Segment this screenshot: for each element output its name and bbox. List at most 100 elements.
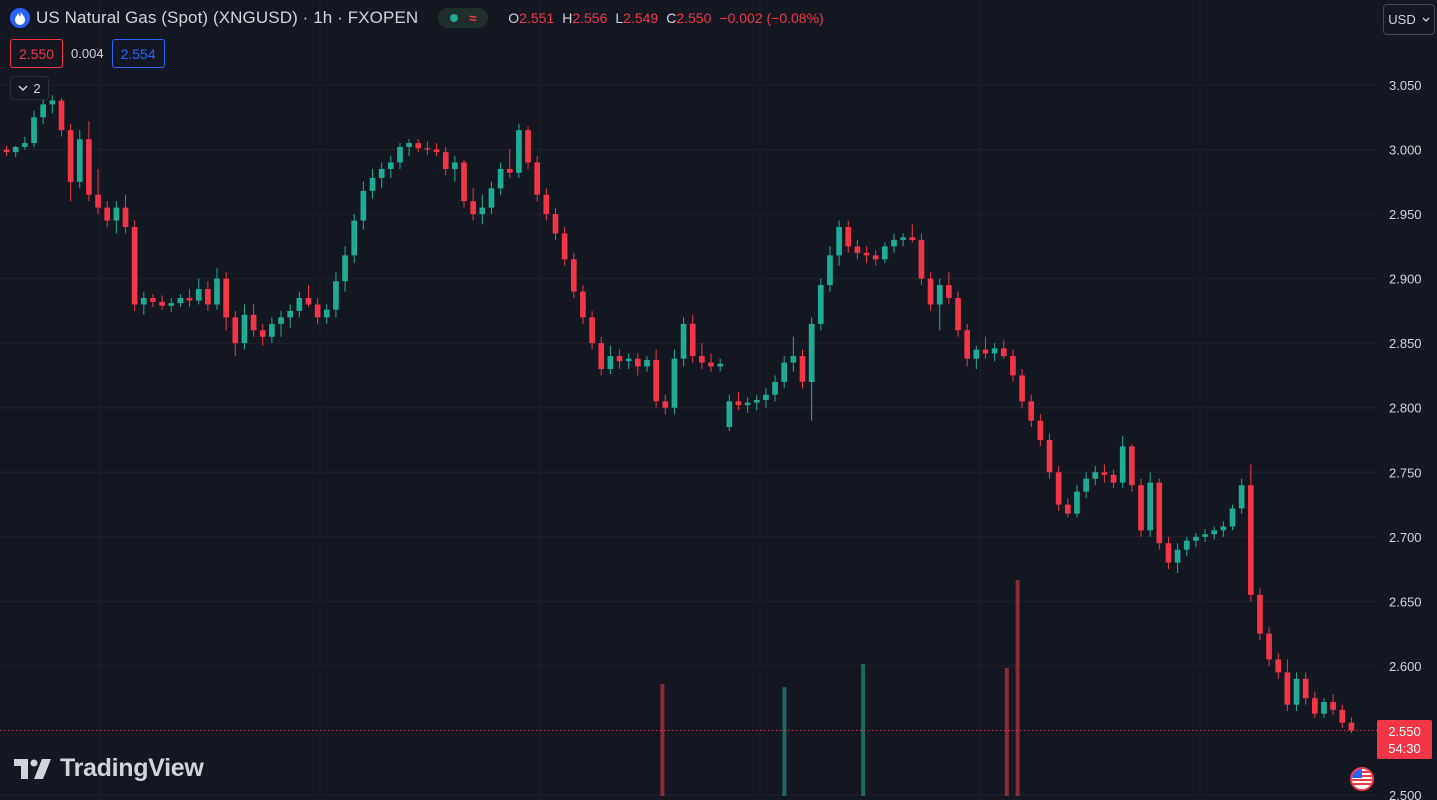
candle-body	[488, 188, 495, 208]
candle-body	[598, 343, 605, 369]
ohlc-change: −0.002 (−0.08%)	[719, 10, 824, 26]
candle-body	[159, 301, 165, 306]
indicators-collapse-button[interactable]: 2	[10, 76, 49, 100]
candle-body	[86, 139, 92, 195]
candle-body	[699, 356, 705, 363]
candle-body	[296, 298, 303, 311]
candle-body	[287, 310, 294, 318]
price-axis-tick: 2.950	[1389, 207, 1422, 222]
price-axis-tick: 2.700	[1389, 530, 1422, 545]
price-axis: 3.050 3.000 2.950 2.900 2.850 2.800 2.750 2.700…	[1389, 78, 1422, 800]
ohlc-values: O 2.551 H 2.556 L 2.549 C 2.550 −0.002 (−0.0…	[508, 10, 823, 26]
volume-bar	[782, 687, 787, 796]
candle-body	[808, 323, 815, 382]
candle-body	[95, 194, 101, 208]
candle-body	[616, 356, 623, 362]
candle-body	[351, 220, 358, 256]
currency-label: USD	[1388, 12, 1416, 27]
candle-body	[22, 143, 28, 147]
candle-body	[973, 349, 980, 359]
candle-body	[1275, 659, 1282, 673]
candle-body	[1000, 348, 1007, 357]
candle-body	[131, 227, 138, 305]
candle-body	[1165, 543, 1172, 563]
candle-body	[1330, 702, 1336, 710]
candle-body	[891, 239, 897, 247]
candle-body	[1101, 472, 1108, 475]
candle-body	[1284, 672, 1291, 705]
candles	[3, 95, 1355, 734]
candle-body	[1037, 420, 1044, 440]
price-axis-tick: 2.850	[1389, 336, 1422, 351]
currency-selector[interactable]: USD	[1383, 4, 1435, 35]
ohlc-close-value: 2.550	[676, 10, 712, 26]
candle-body	[1339, 709, 1346, 723]
candle-body	[470, 201, 476, 215]
price-axis-tick: 2.650	[1389, 594, 1422, 609]
candle-body	[570, 259, 577, 292]
candle-body	[744, 402, 751, 406]
candle-body	[1247, 485, 1254, 595]
candle-body	[927, 278, 934, 305]
current-price-value: 2.550	[1388, 723, 1421, 739]
candle-body	[1311, 698, 1318, 714]
candle-body	[854, 246, 861, 253]
volume-bars	[660, 580, 1020, 796]
candle-body	[1202, 534, 1208, 537]
candle-body	[845, 227, 852, 247]
candle-body	[543, 194, 550, 215]
candle-body	[452, 162, 458, 169]
candle-body	[900, 237, 906, 240]
candle-body	[369, 177, 376, 191]
candle-body	[708, 362, 714, 367]
flame-icon[interactable]	[10, 8, 30, 28]
tradingview-logo[interactable]: TradingView	[14, 754, 204, 783]
volume-bar	[660, 684, 665, 796]
sell-button[interactable]: 2.550	[10, 39, 64, 68]
candle-body	[1183, 540, 1190, 550]
candle-body	[882, 246, 888, 260]
ohlc-low-label: L	[615, 10, 624, 26]
chevron-down-icon	[18, 85, 28, 91]
candle-body	[1083, 478, 1089, 492]
candle-body	[333, 281, 339, 310]
candle-body	[214, 278, 220, 305]
candle-body	[1129, 446, 1135, 486]
market-status[interactable]: ≈	[438, 8, 489, 28]
market-open-dot-icon	[449, 14, 458, 22]
candle-body	[113, 207, 120, 221]
ohlc-high-value: 2.556	[572, 10, 608, 26]
candle-body	[918, 239, 925, 279]
candle-body	[991, 348, 998, 354]
ohlc-open-value: 2.551	[519, 10, 555, 26]
candle-body	[964, 330, 971, 359]
candle-body	[177, 298, 184, 304]
candle-body	[1266, 633, 1272, 660]
candle-body	[241, 314, 248, 344]
tradingview-logo-icon	[14, 758, 51, 779]
candle-body	[836, 227, 842, 256]
candle-body	[580, 291, 586, 318]
candle-body	[67, 130, 74, 182]
candle-body	[955, 298, 961, 331]
candle-body	[589, 317, 595, 344]
candle-body	[305, 298, 312, 305]
candle-body	[1220, 526, 1227, 531]
candle-body	[1010, 356, 1016, 376]
candle-body	[1229, 508, 1236, 527]
symbol-title[interactable]: US Natural Gas (Spot) (XNGUSD) · 1h · FX…	[36, 8, 419, 27]
current-price-tag: 2.550 54:30	[1377, 720, 1432, 759]
chart-header: US Natural Gas (Spot) (XNGUSD) · 1h · FX…	[0, 0, 1370, 36]
buy-button[interactable]: 2.554	[111, 39, 165, 68]
candle-body	[168, 303, 175, 306]
candle-body	[634, 358, 641, 367]
candle-body	[360, 190, 367, 221]
price-axis-tick: 2.900	[1389, 272, 1422, 287]
candle-body	[863, 252, 870, 256]
candle-body	[1321, 702, 1327, 714]
us-flag-icon[interactable]	[1350, 767, 1374, 791]
candle-body	[12, 146, 19, 153]
candle-body	[1174, 549, 1181, 563]
candle-body	[689, 323, 696, 357]
